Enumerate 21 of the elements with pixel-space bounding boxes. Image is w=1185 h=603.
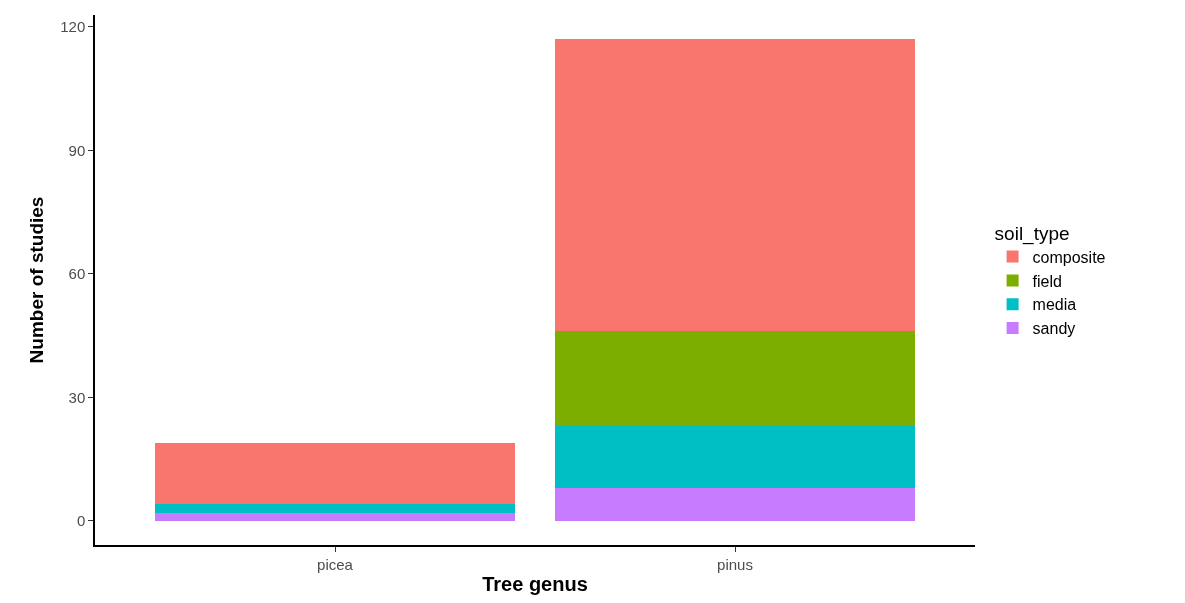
bar [155,442,515,505]
bar [555,39,915,332]
y-tick-label: 120 [60,17,86,35]
bar [555,331,915,427]
legend-label: sandy [1032,320,1076,338]
y-tick-label: 30 [68,388,86,406]
legend-label: field [1032,272,1062,290]
x-tick-label: picea [317,555,354,573]
x-tick-label: pinus [717,555,753,573]
bar [155,512,515,521]
bar [555,487,915,521]
y-axis-title: Number of studies [25,196,47,364]
bar [555,426,915,488]
legend-label: composite [1032,248,1106,266]
legend-title: soil_type [994,222,1070,245]
bar [155,504,515,513]
x-axis-title: Tree genus [482,572,588,595]
y-tick-label: 60 [68,265,86,283]
legend-label: media [1032,296,1077,314]
y-tick-label: 0 [76,512,86,530]
y-tick-label: 90 [68,141,86,159]
